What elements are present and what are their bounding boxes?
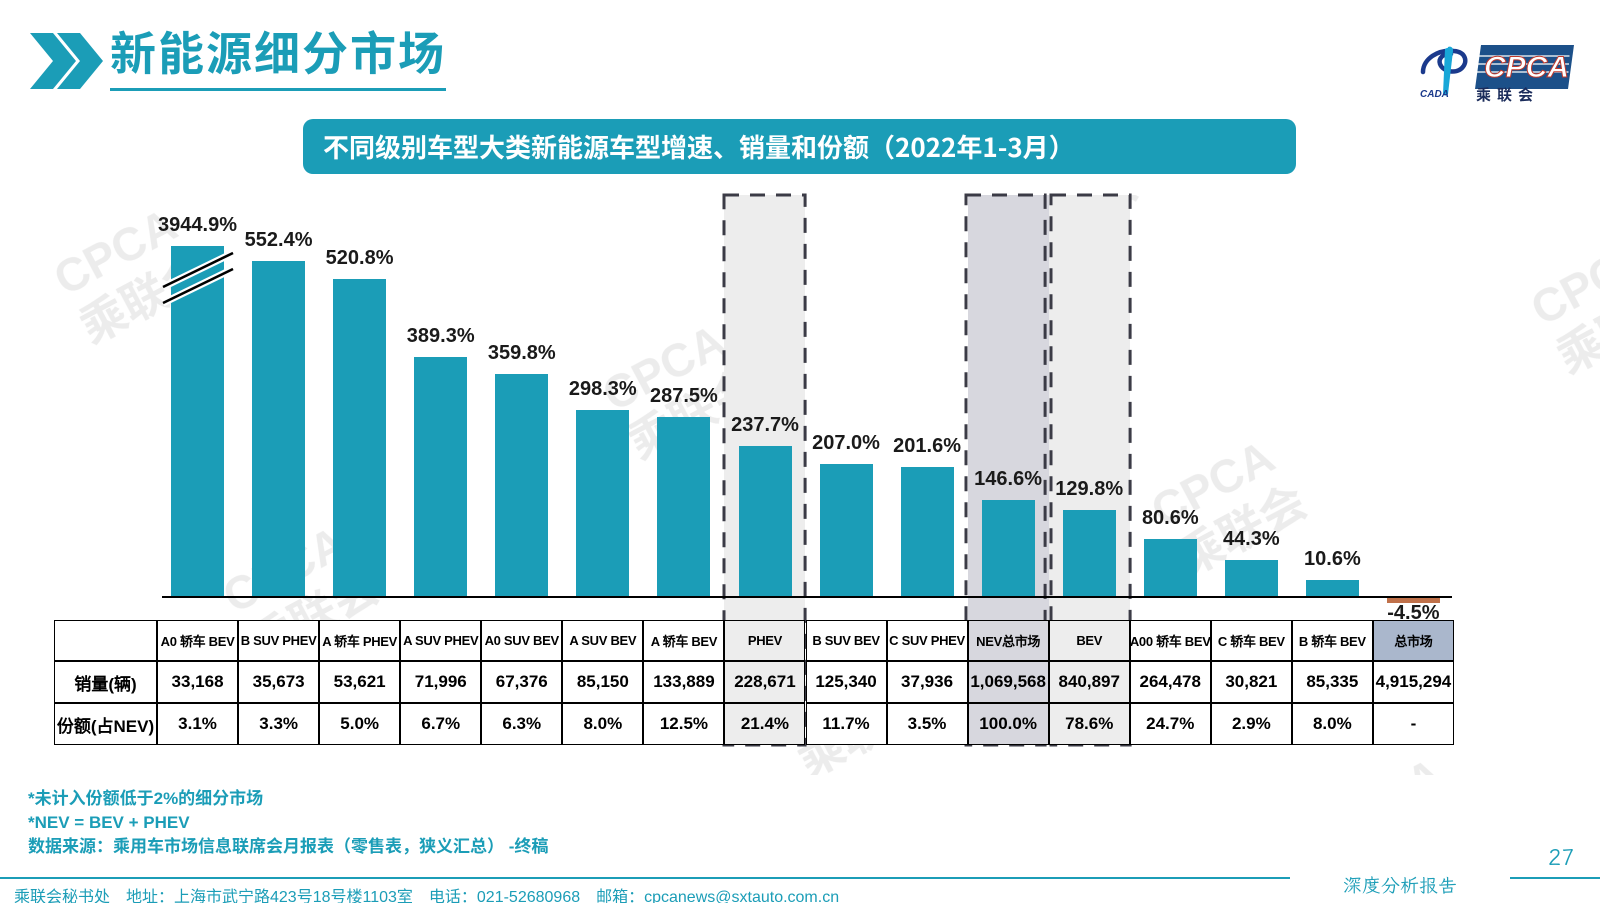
svg-text:CPCA: CPCA	[1484, 51, 1569, 84]
svg-text:CADA: CADA	[1420, 89, 1449, 100]
svg-text:乘联会: 乘联会	[1476, 84, 1539, 102]
